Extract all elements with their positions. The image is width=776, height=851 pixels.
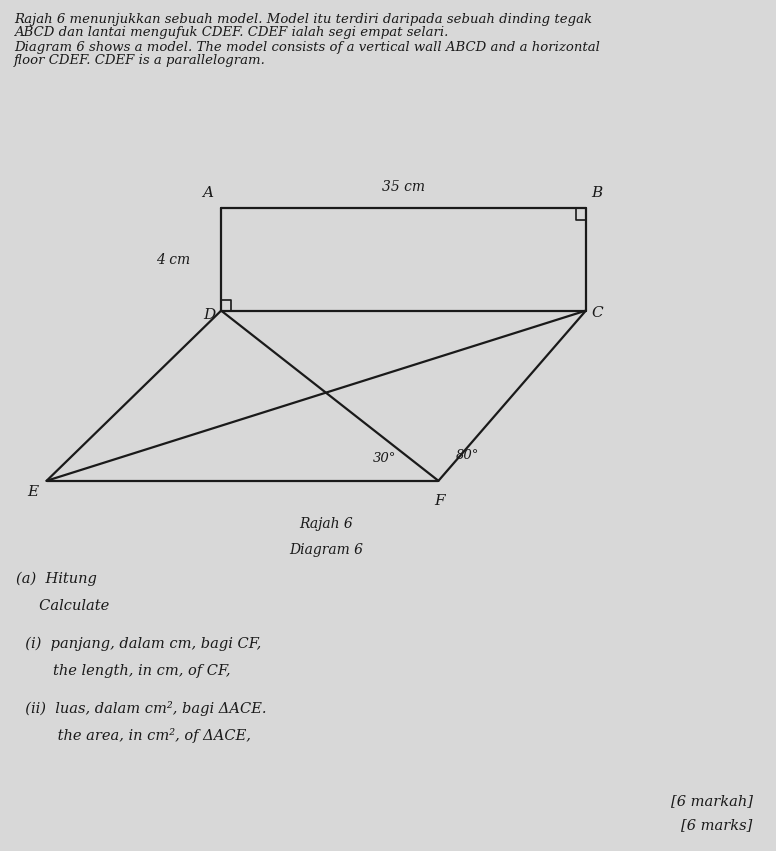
Text: 35 cm: 35 cm: [382, 180, 425, 194]
Text: the length, in cm, of CF,: the length, in cm, of CF,: [16, 664, 230, 677]
Text: Diagram 6: Diagram 6: [289, 543, 363, 557]
Text: 4 cm: 4 cm: [156, 253, 190, 266]
Text: Rajah 6: Rajah 6: [299, 517, 353, 531]
Text: C: C: [591, 306, 603, 320]
Text: F: F: [435, 494, 445, 507]
Text: 30°: 30°: [372, 453, 396, 465]
Text: 80°: 80°: [456, 449, 479, 462]
Text: Diagram 6 shows a model. The model consists of a vertical wall ABCD and a horizo: Diagram 6 shows a model. The model consi…: [14, 41, 600, 54]
Text: E: E: [28, 485, 39, 499]
Text: floor CDEF. CDEF is a parallelogram.: floor CDEF. CDEF is a parallelogram.: [14, 54, 266, 66]
Text: [6 marks]: [6 marks]: [681, 819, 753, 832]
Text: D: D: [203, 308, 216, 322]
Text: (a)  Hitung: (a) Hitung: [16, 572, 96, 586]
Text: B: B: [591, 186, 602, 200]
Text: Calculate: Calculate: [16, 599, 109, 614]
Text: (i)  panjang, dalam cm, bagi CF,: (i) panjang, dalam cm, bagi CF,: [16, 637, 261, 651]
Text: ABCD dan lantai mengufuk CDEF. CDEF ialah segi empat selari.: ABCD dan lantai mengufuk CDEF. CDEF iala…: [14, 26, 449, 38]
Text: Rajah 6 menunjukkan sebuah model. Model itu terdiri daripada sebuah dinding tega: Rajah 6 menunjukkan sebuah model. Model …: [14, 13, 592, 26]
Text: [6 markah]: [6 markah]: [670, 795, 753, 808]
Text: A: A: [203, 186, 213, 200]
Text: the area, in cm², of ΔACE,: the area, in cm², of ΔACE,: [16, 728, 251, 743]
Text: (ii)  luas, dalam cm², bagi ΔACE.: (ii) luas, dalam cm², bagi ΔACE.: [16, 700, 266, 716]
